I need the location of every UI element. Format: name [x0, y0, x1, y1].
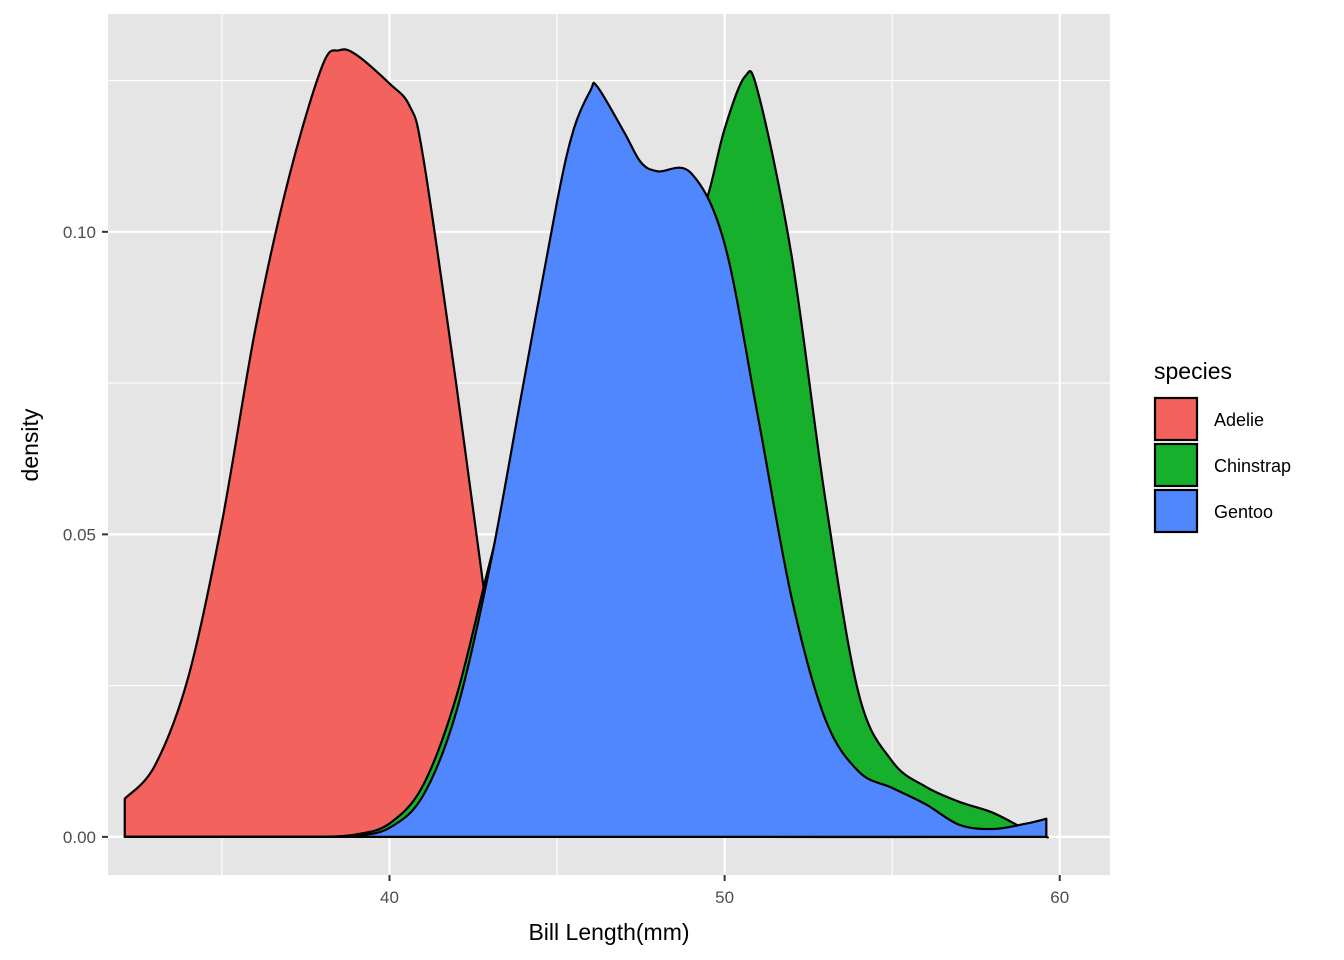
legend-label-gentoo: Gentoo	[1214, 502, 1273, 522]
legend-label-adelie: Adelie	[1214, 410, 1264, 430]
x-tick-label: 60	[1050, 888, 1069, 907]
legend-title: species	[1154, 358, 1232, 384]
y-axis: 0.00 0.05 0.10	[63, 223, 108, 847]
x-axis-title: Bill Length(mm)	[528, 919, 689, 945]
y-tick-label: 0.05	[63, 525, 96, 544]
y-tick-label: 0.10	[63, 223, 96, 242]
y-tick-label: 0.00	[63, 828, 96, 847]
legend-key-chinstrap	[1153, 442, 1199, 488]
y-axis-title: density	[17, 408, 43, 481]
x-tick-label: 40	[380, 888, 399, 907]
legend: species Adelie Chinstrap Gentoo	[1153, 358, 1291, 534]
legend-label-chinstrap: Chinstrap	[1214, 456, 1291, 476]
legend-key-adelie	[1153, 396, 1199, 442]
x-tick-label: 50	[715, 888, 734, 907]
density-area-gentoo	[123, 81, 1048, 838]
legend-key-gentoo	[1153, 488, 1199, 534]
density-areas	[123, 48, 1049, 839]
x-axis: 40 50 60	[380, 875, 1069, 907]
